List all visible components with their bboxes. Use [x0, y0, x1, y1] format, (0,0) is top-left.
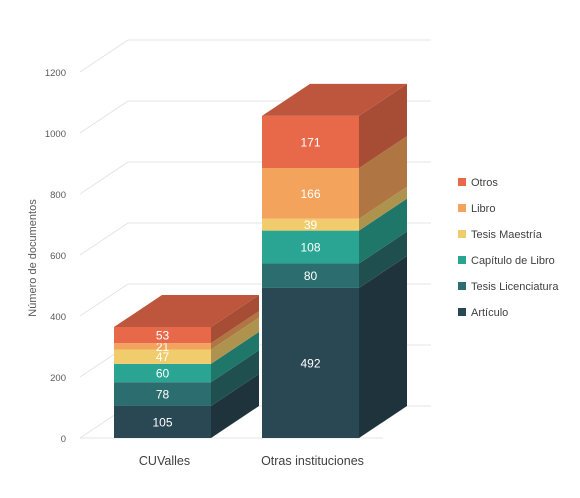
bar-segment — [114, 326, 211, 344]
gridline — [79, 39, 431, 73]
y-axis-label: Número de documentos — [27, 199, 39, 317]
bar-side-face — [359, 198, 407, 264]
bar-segment — [262, 230, 359, 264]
bar-segment — [262, 218, 359, 231]
bar-segment — [262, 263, 359, 288]
legend-swatch — [458, 204, 466, 212]
data-label: 171 — [300, 135, 320, 149]
y-tick-label: 1200 — [45, 68, 66, 79]
bar-side-face — [211, 331, 259, 383]
y-tick-label: 0 — [61, 434, 66, 445]
bar-segment — [262, 287, 359, 438]
bar-side-face — [359, 83, 407, 169]
legend-swatch — [458, 282, 466, 290]
grid-layer — [79, 39, 431, 439]
bar-segment — [262, 115, 359, 169]
bar-top-face — [114, 294, 259, 327]
data-label: 80 — [304, 269, 318, 283]
bar-side-face — [359, 136, 407, 219]
bar-segment — [114, 363, 211, 383]
y-tick-label: 200 — [50, 373, 66, 384]
y-tick-label: 1000 — [45, 129, 66, 140]
y-tick-label: 800 — [50, 190, 66, 201]
data-label: 47 — [156, 350, 170, 364]
bar-segment — [114, 382, 211, 406]
bar-side-face — [211, 317, 259, 364]
bar-segment — [114, 343, 211, 350]
legend-entry: Tesis Licenciatura — [471, 281, 559, 293]
bar-segment — [114, 405, 211, 438]
legend-swatch — [458, 230, 466, 238]
bar-segment — [262, 168, 359, 219]
data-label: 60 — [156, 367, 170, 381]
legend-swatch — [458, 308, 466, 316]
bar-side-face — [359, 255, 407, 438]
legend-entry: Tesis Maestría — [471, 229, 543, 241]
y-tick-label: 400 — [50, 312, 66, 323]
y-tick-label: 600 — [50, 251, 66, 262]
data-label: 39 — [304, 218, 318, 232]
legend-swatch — [458, 178, 466, 186]
bar-side-face — [359, 186, 407, 231]
x-category-label: Otras instituciones — [261, 454, 364, 468]
bar-side-face — [211, 294, 259, 344]
bar-segment — [114, 349, 211, 364]
bar-top-face — [262, 83, 407, 116]
bar-side-face — [211, 350, 259, 406]
legend-entry: Artículo — [471, 307, 508, 319]
data-label: 492 — [300, 356, 320, 370]
bar-side-face — [359, 231, 407, 288]
bar-side-face — [211, 311, 259, 350]
y-axis-ticks: 0 200 400 600 800 1000 1200 — [45, 68, 66, 445]
data-label: 108 — [300, 241, 320, 255]
legend-swatch — [458, 256, 466, 264]
data-label: 166 — [300, 187, 320, 201]
data-label: 78 — [156, 388, 170, 402]
bar-side-face — [211, 373, 259, 438]
x-axis-categories: CUValles Otras instituciones — [139, 454, 364, 468]
data-label: 21 — [156, 340, 170, 354]
legend-entry: Capítulo de Libro — [471, 255, 555, 267]
legend-entry: Otros — [471, 177, 498, 189]
x-category-label: CUValles — [139, 454, 190, 468]
legend-entry: Libro — [471, 203, 495, 215]
legend: Otros Libro Tesis Maestría Capítulo de Libr… — [458, 177, 559, 319]
data-label: 53 — [156, 329, 170, 343]
data-label: 105 — [152, 415, 172, 429]
